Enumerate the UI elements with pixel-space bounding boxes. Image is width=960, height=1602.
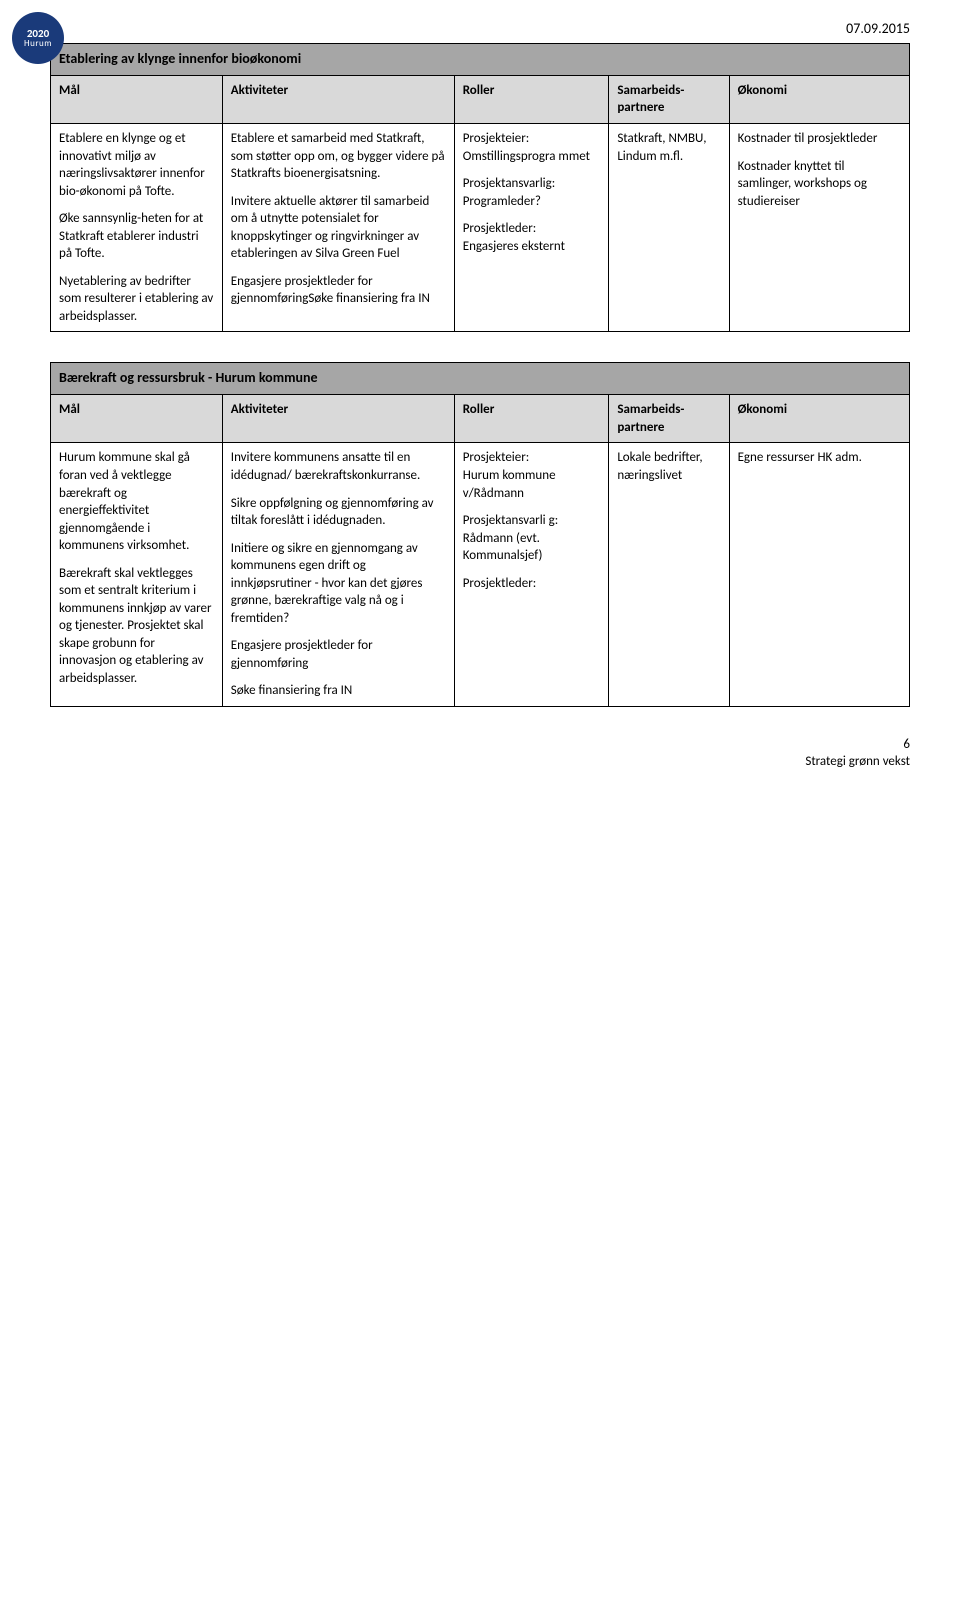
col-header-aktiviteter: Aktiviteter [222,395,454,443]
cell-samarbeid: Lokale bedrifter, næringslivet [609,443,729,707]
rol-text: Prosjektleder: [463,575,601,593]
table-row: Etablere en klynge og et innovativt milj… [51,123,910,331]
mal-text: Nyetablering av bedrifter som resulterer… [59,273,214,326]
mal-text: Bærekraft skal vektlegges som et sentral… [59,565,214,688]
col-header-mal: Mål [51,395,223,443]
col-header-aktiviteter: Aktiviteter [222,75,454,123]
mal-text: Øke sannsynlig-heten for at Statkraft et… [59,210,214,263]
page-footer: 6 Strategi grønn vekst [50,737,910,771]
col-header-mal: Mål [51,75,223,123]
col-header-samarbeid: Samarbeids-partnere [609,75,729,123]
akt-text: Sikre oppfølgning og gjennomføring av ti… [231,495,446,530]
rol-text: Prosjektleder: Engasjeres eksternt [463,220,601,255]
cell-okonomi: Kostnader til prosjektleder Kostnader kn… [729,123,909,331]
table-biookonomi: Etablering av klynge innenfor bioøkonomi… [50,43,910,332]
table-baerekraft: Bærekraft og ressursbruk - Hurum kommune… [50,362,910,707]
table-row: Hurum kommune skal gå foran ved å vektle… [51,443,910,707]
col-header-okonomi: Økonomi [729,395,909,443]
cell-samarbeid: Statkraft, NMBU, Lindum m.fl. [609,123,729,331]
rol-text: Prosjekteier: Omstillingsprogra mmet [463,130,601,165]
akt-text: Søke finansiering fra IN [231,682,446,700]
cell-mal: Etablere en klynge og et innovativt milj… [51,123,223,331]
table-header-row: Mål Aktiviteter Roller Samarbeids-partne… [51,75,910,123]
sam-text: Lokale bedrifter, næringslivet [617,449,720,484]
col-header-roller: Roller [454,395,609,443]
cell-roller: Prosjekteier: Omstillingsprogra mmet Pro… [454,123,609,331]
akt-text: Initiere og sikre en gjennomgang av komm… [231,540,446,628]
cell-aktiviteter: Etablere et samarbeid med Statkraft, som… [222,123,454,331]
akt-text: Invitere kommunens ansatte til en idédug… [231,449,446,484]
rol-text: Prosjekteier: Hurum kommune v/Rådmann [463,449,601,502]
akt-text: Engasjere prosjektleder for gjennomførin… [231,637,446,672]
cell-mal: Hurum kommune skal gå foran ved å vektle… [51,443,223,707]
akt-text: Etablere et samarbeid med Statkraft, som… [231,130,446,183]
akt-text: Invitere aktuelle aktører til samarbeid … [231,193,446,263]
akt-text: Engasjere prosjektleder for gjennomførin… [231,273,446,308]
table-title: Etablering av klynge innenfor bioøkonomi [51,44,910,76]
col-header-samarbeid: Samarbeids-partnere [609,395,729,443]
table-header-row: Mål Aktiviteter Roller Samarbeids-partne… [51,395,910,443]
footer-strategy: Strategi grønn vekst [50,754,910,771]
table-title-row: Bærekraft og ressursbruk - Hurum kommune [51,363,910,395]
table-title-row: Etablering av klynge innenfor bioøkonomi [51,44,910,76]
logo-badge: 2020 Hurum [12,12,64,64]
sam-text: Statkraft, NMBU, Lindum m.fl. [617,130,720,165]
cell-roller: Prosjekteier: Hurum kommune v/Rådmann Pr… [454,443,609,707]
mal-text: Etablere en klynge og et innovativt milj… [59,130,214,200]
oko-text: Egne ressurser HK adm. [738,449,901,467]
cell-aktiviteter: Invitere kommunens ansatte til en idédug… [222,443,454,707]
oko-text: Kostnader knyttet til samlinger, worksho… [738,158,901,211]
page-number: 6 [50,737,910,754]
logo-name: Hurum [24,39,52,48]
table-title: Bærekraft og ressursbruk - Hurum kommune [51,363,910,395]
col-header-okonomi: Økonomi [729,75,909,123]
rol-text: Prosjektansvarlig: Programleder? [463,175,601,210]
col-header-roller: Roller [454,75,609,123]
cell-okonomi: Egne ressurser HK adm. [729,443,909,707]
oko-text: Kostnader til prosjektleder [738,130,901,148]
rol-text: Prosjektansvarli g: Rådmann (evt. Kommun… [463,512,601,565]
document-date: 07.09.2015 [50,20,910,37]
mal-text: Hurum kommune skal gå foran ved å vektle… [59,449,214,554]
